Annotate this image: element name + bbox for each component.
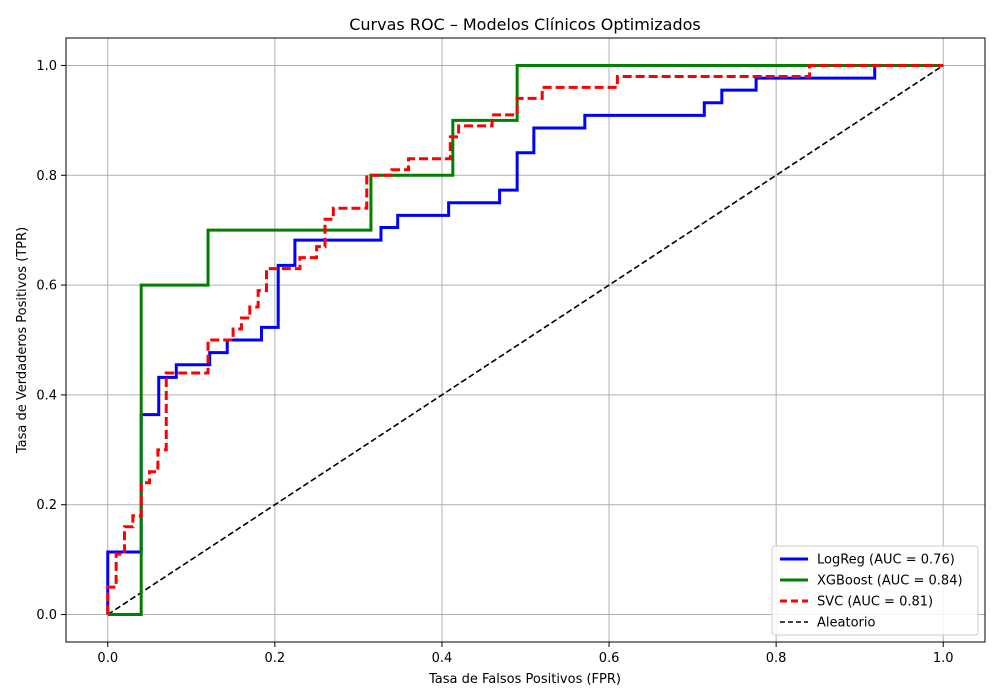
legend-label: Aleatorio — [817, 616, 875, 631]
series-line-2 — [106, 63, 944, 615]
legend: LogReg (AUC = 0.76) XGBoost (AUC = 0.84) S… — [771, 545, 979, 636]
legend-label: SVC (AUC = 0.81) — [817, 595, 933, 610]
x-tick-label: 0.8 — [766, 651, 787, 666]
x-tick-label: 0.6 — [599, 651, 620, 666]
x-tick-label: 0.4 — [432, 651, 453, 666]
grid — [66, 38, 985, 642]
ticks: 0.0 0.2 0.4 0.6 0.8 1.0 0.0 0.2 0.4 0.6 0.8 1.0 — [36, 59, 953, 666]
y-tick-label: 0.0 — [36, 608, 57, 623]
x-tick-label: 0.2 — [265, 651, 286, 666]
chart-title: Curvas ROC – Modelos Clínicos Optimizado… — [349, 15, 701, 34]
y-axis-label: Tasa de Verdaderos Positivos (TPR) — [15, 227, 30, 454]
y-tick-label: 0.6 — [36, 279, 57, 294]
legend-box — [771, 545, 979, 636]
y-tick-label: 0.8 — [36, 169, 57, 184]
x-tick-label: 0.0 — [97, 651, 118, 666]
x-axis-label: Tasa de Falsos Positivos (FPR) — [428, 672, 621, 687]
y-tick-label: 0.2 — [36, 498, 57, 513]
plot-area — [65, 37, 986, 643]
y-tick-label: 0.4 — [36, 388, 57, 403]
y-tick-label: 1.0 — [36, 59, 57, 74]
series-line-3 — [107, 64, 944, 616]
legend-label: XGBoost (AUC = 0.84) — [817, 574, 963, 589]
x-tick-label: 1.0 — [933, 651, 954, 666]
legend-label: LogReg (AUC = 0.76) — [817, 553, 955, 568]
series-line-0 — [106, 63, 944, 615]
series-layer — [106, 63, 944, 617]
